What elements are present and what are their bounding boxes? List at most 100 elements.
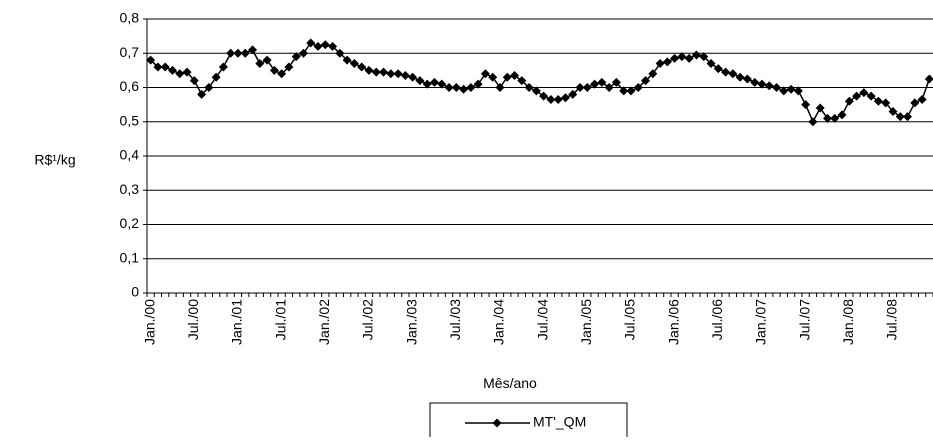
point-marker [437, 79, 447, 89]
point-marker [160, 62, 170, 72]
point-marker [349, 59, 359, 69]
point-marker [531, 86, 541, 96]
point-marker [386, 69, 396, 79]
point-marker [226, 48, 236, 58]
x-axis-label: Mês/ano [483, 375, 537, 391]
x-tick-label: Jan./03 [403, 299, 419, 345]
point-marker [844, 96, 854, 106]
series-line [150, 42, 931, 124]
point-marker [255, 59, 265, 69]
point-marker [677, 52, 687, 62]
point-marker [568, 89, 578, 99]
y-tick-label: 0,2 [120, 215, 140, 231]
point-marker [597, 77, 607, 87]
point-marker [539, 91, 549, 101]
point-marker [444, 83, 454, 92]
point-marker [400, 71, 410, 81]
x-tick-label: Jul./05 [622, 299, 638, 340]
x-tick-label: Jul./02 [360, 299, 376, 340]
y-tick-label: 0,5 [120, 112, 140, 128]
x-tick-label: Jul./01 [272, 299, 288, 340]
point-marker [808, 117, 818, 127]
point-marker [793, 86, 803, 96]
x-tick-label: Jul./04 [534, 299, 550, 340]
point-marker [422, 79, 432, 89]
point-marker [320, 40, 330, 50]
x-tick-label: Jan./04 [491, 299, 507, 345]
point-marker [560, 93, 570, 103]
point-marker [691, 50, 701, 60]
point-marker [706, 59, 716, 69]
point-marker [604, 83, 614, 92]
point-marker [306, 38, 316, 48]
point-marker [197, 89, 207, 99]
point-marker [837, 110, 847, 120]
point-marker [910, 98, 920, 108]
x-tick-label: Jan./00 [141, 299, 157, 345]
point-marker [524, 83, 534, 92]
point-marker [859, 88, 869, 98]
point-marker [342, 55, 352, 65]
point-marker [284, 62, 294, 72]
point-marker [764, 81, 774, 91]
point-marker [575, 83, 585, 92]
legend-marker [492, 418, 502, 428]
point-marker [379, 67, 389, 77]
point-marker [626, 86, 636, 96]
point-marker [204, 83, 214, 92]
point-marker [488, 72, 498, 82]
point-marker [313, 41, 323, 51]
point-marker [830, 113, 840, 123]
point-marker [211, 72, 221, 82]
x-tick-label: Jan./06 [665, 299, 681, 345]
point-marker [619, 86, 629, 96]
point-marker [866, 91, 876, 101]
point-marker [415, 76, 425, 86]
point-marker [873, 96, 883, 106]
legend-label: MT'_QM [533, 414, 586, 430]
point-marker [655, 59, 665, 69]
point-marker [218, 62, 228, 72]
point-marker [895, 112, 905, 122]
point-marker [888, 106, 898, 116]
point-marker [335, 48, 345, 58]
point-marker [153, 62, 163, 72]
point-marker [408, 72, 418, 82]
point-marker [670, 53, 680, 63]
y-tick-label: 0,4 [120, 147, 140, 163]
y-tick-label: 0,1 [120, 249, 140, 265]
point-marker [611, 77, 621, 87]
point-marker [648, 69, 658, 79]
point-marker [175, 69, 185, 79]
point-marker [662, 57, 672, 67]
point-marker [429, 77, 439, 87]
point-marker [262, 55, 272, 65]
point-marker [480, 69, 490, 79]
point-marker [167, 65, 177, 75]
point-marker [364, 65, 374, 75]
point-marker [546, 94, 556, 104]
point-marker [502, 72, 512, 82]
point-marker [328, 41, 338, 51]
point-marker [713, 64, 723, 74]
x-tick-label: Jul./00 [185, 299, 201, 340]
x-tick-label: Jul./07 [796, 299, 812, 340]
point-marker [852, 91, 862, 101]
legend-box [429, 402, 628, 442]
point-marker [269, 65, 279, 75]
point-marker [459, 84, 469, 94]
x-tick-label: Jan./02 [316, 299, 332, 345]
y-tick-label: 0,6 [120, 78, 140, 94]
y-tick-label: 0,8 [120, 10, 140, 26]
x-tick-label: Jan./05 [578, 299, 594, 345]
point-marker [277, 69, 287, 79]
point-marker [742, 74, 752, 84]
point-marker [779, 86, 789, 96]
y-tick-label: 0 [131, 284, 139, 300]
point-marker [772, 83, 782, 92]
point-marker [248, 45, 258, 55]
point-marker [641, 76, 651, 86]
point-marker [466, 83, 476, 92]
point-marker [233, 48, 243, 58]
point-marker [881, 98, 891, 108]
